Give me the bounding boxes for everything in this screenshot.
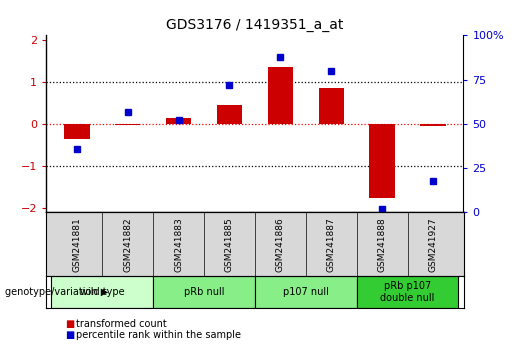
Text: ■: ■ (65, 330, 74, 339)
Bar (318, 88, 344, 124)
Text: pRb null: pRb null (184, 287, 225, 297)
Bar (115, 124, 141, 125)
Text: GSM241885: GSM241885 (225, 217, 234, 272)
Text: GSM241881: GSM241881 (73, 217, 81, 272)
Text: ■: ■ (65, 319, 74, 329)
Title: GDS3176 / 1419351_a_at: GDS3176 / 1419351_a_at (166, 18, 344, 32)
Text: GSM241886: GSM241886 (276, 217, 285, 272)
Text: GSM241882: GSM241882 (123, 217, 132, 272)
Bar (64, 124, 90, 139)
Text: GSM241927: GSM241927 (428, 217, 437, 272)
Text: GSM241887: GSM241887 (327, 217, 336, 272)
Bar (268, 67, 293, 124)
Text: GSM241888: GSM241888 (377, 217, 387, 272)
Text: GSM241883: GSM241883 (174, 217, 183, 272)
Text: p107 null: p107 null (283, 287, 329, 297)
Bar (369, 124, 395, 198)
Text: pRb p107
double null: pRb p107 double null (381, 281, 435, 303)
Bar (357, 276, 458, 308)
Bar (255, 276, 357, 308)
Bar (166, 118, 192, 124)
Text: wild type: wild type (80, 287, 125, 297)
Text: genotype/variation ▶: genotype/variation ▶ (5, 287, 108, 297)
Bar (217, 105, 242, 124)
Bar (52, 276, 153, 308)
Bar (420, 124, 445, 126)
Text: percentile rank within the sample: percentile rank within the sample (76, 330, 241, 339)
Bar (153, 276, 255, 308)
Text: transformed count: transformed count (76, 319, 167, 329)
